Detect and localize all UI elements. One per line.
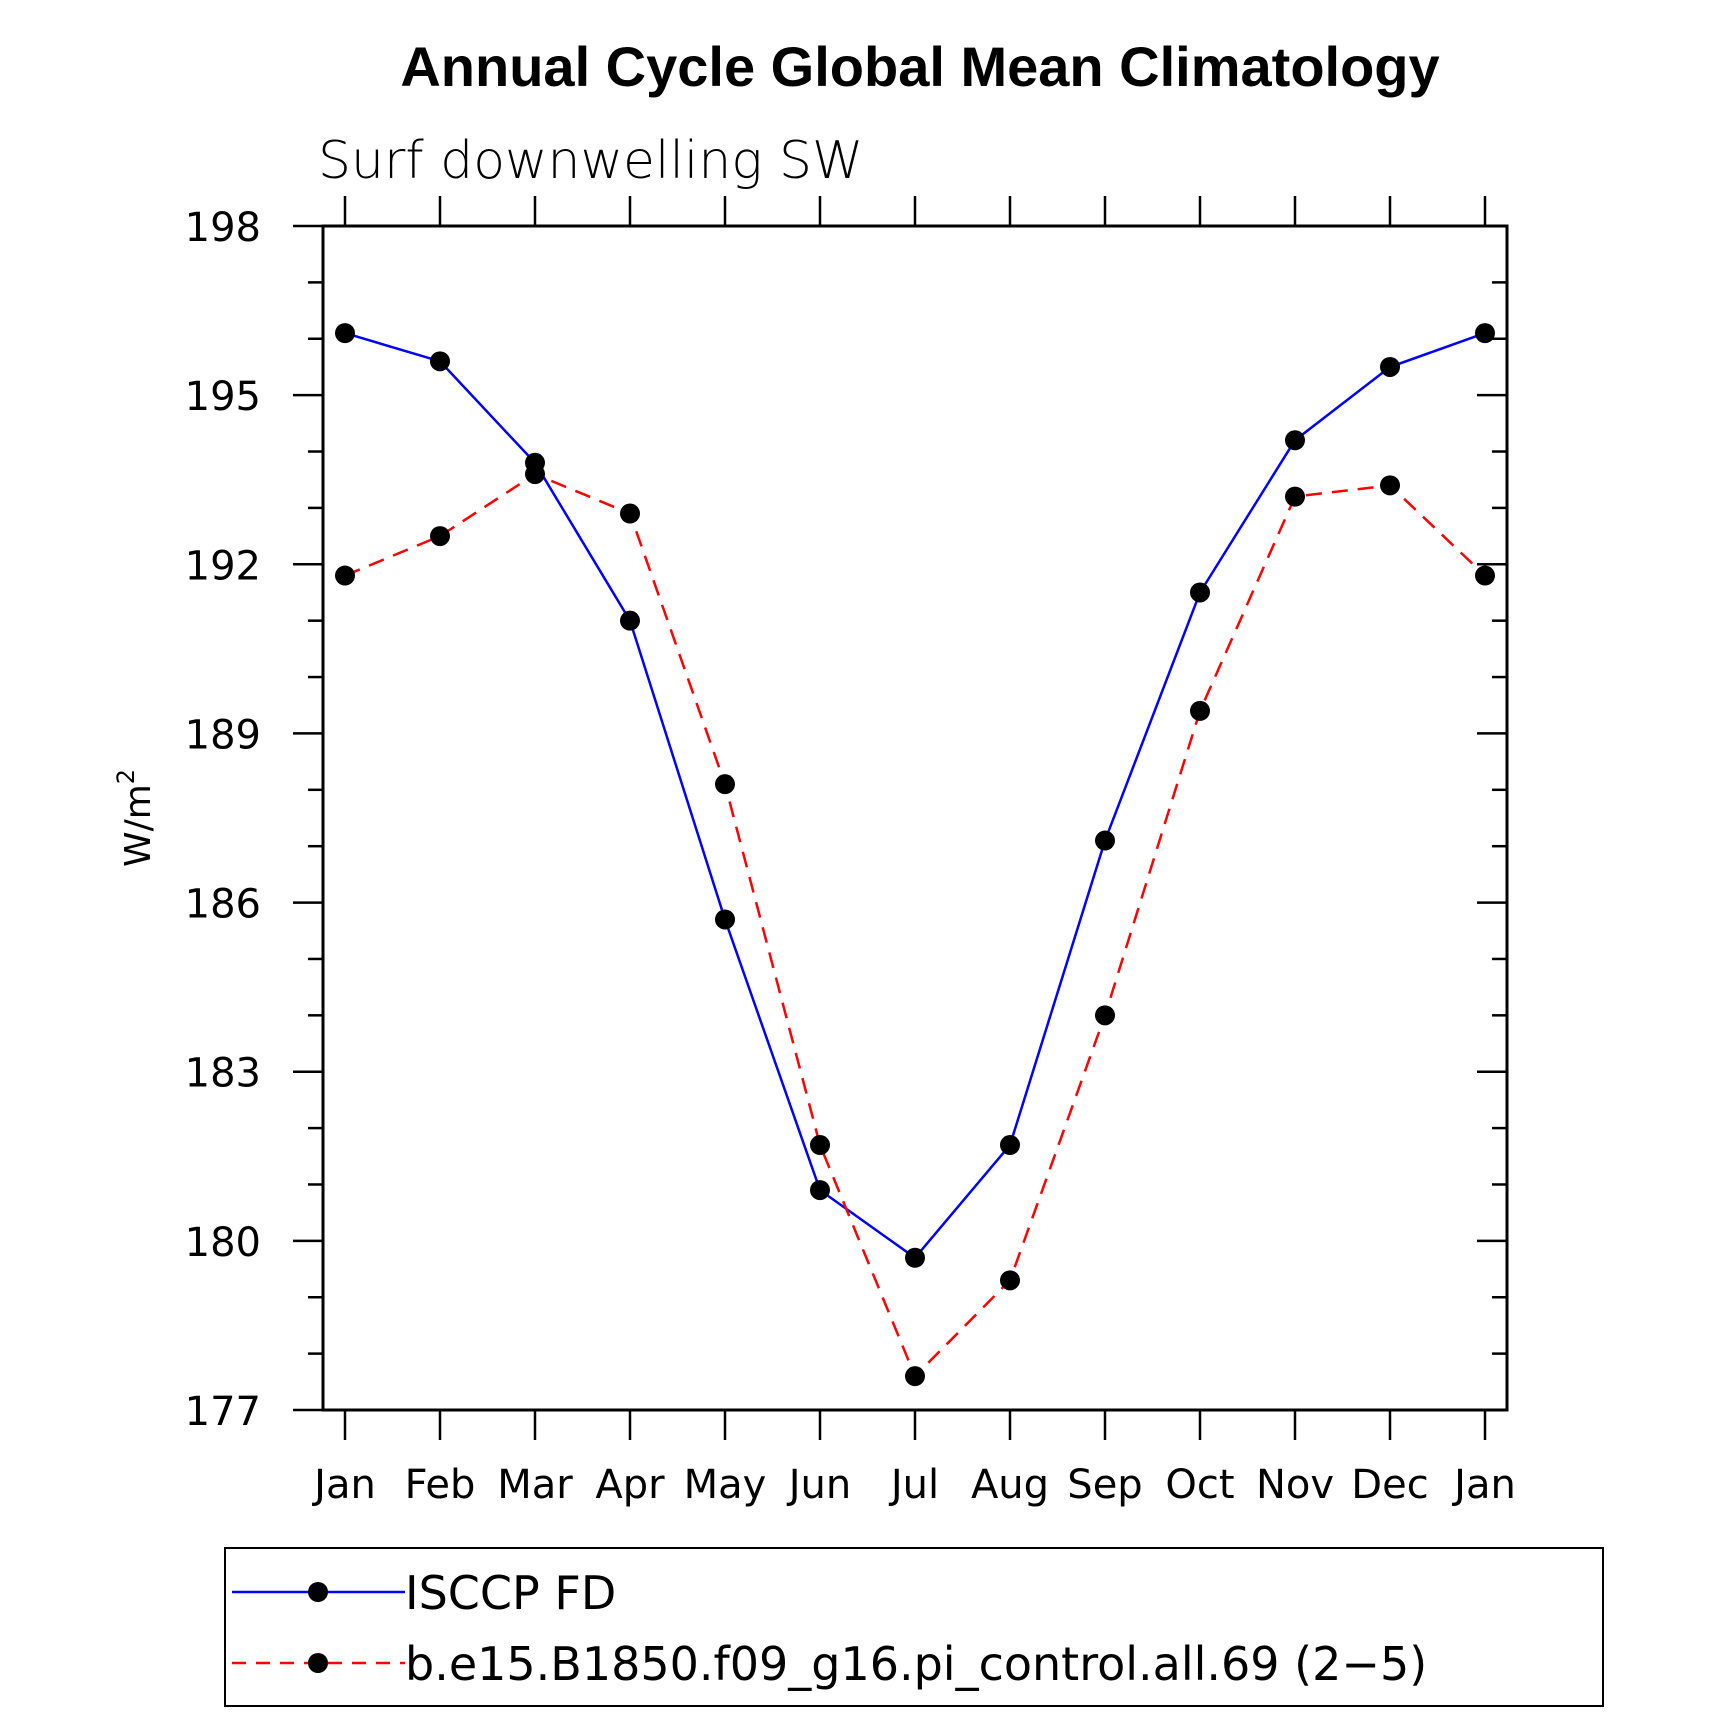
series-0-point bbox=[1285, 430, 1305, 451]
y-tick-label: 189 bbox=[185, 712, 261, 758]
x-tick-label: Dec bbox=[1351, 1462, 1428, 1508]
chart-title: Annual Cycle Global Mean Climatology bbox=[400, 35, 1439, 98]
series-0-point bbox=[1380, 356, 1400, 377]
x-tick-label: Jul bbox=[888, 1462, 939, 1508]
series-1-point bbox=[620, 503, 640, 524]
legend-label-model: b.e15.B1850.f09_g16.pi_control.all.69 (2… bbox=[405, 1637, 1427, 1691]
x-tick-label: Aug bbox=[971, 1462, 1049, 1508]
series-line-1 bbox=[344, 472, 1486, 1379]
y-axis-label: W/m2 bbox=[112, 769, 159, 867]
series-1-point bbox=[810, 1135, 830, 1156]
x-tick-label: Feb bbox=[405, 1462, 476, 1508]
x-tick-label: May bbox=[684, 1462, 767, 1508]
x-tick-label: Nov bbox=[1256, 1462, 1334, 1508]
series-0-point bbox=[810, 1180, 830, 1201]
series bbox=[335, 323, 1495, 1387]
series-1-point bbox=[1285, 486, 1305, 507]
series-1-point bbox=[1380, 475, 1400, 496]
series-0-point bbox=[905, 1247, 925, 1268]
series-1-point bbox=[525, 464, 545, 485]
x-tick-label: Jan bbox=[1451, 1462, 1516, 1508]
series-1-point bbox=[430, 526, 450, 547]
y-axis-label-text: W/m bbox=[118, 784, 159, 867]
y-tick-label: 186 bbox=[185, 882, 261, 928]
series-1-point bbox=[1000, 1270, 1020, 1291]
series-0-point bbox=[1095, 830, 1115, 851]
series-1-point bbox=[715, 774, 735, 795]
series-1-point bbox=[1475, 565, 1495, 586]
legend-frame bbox=[224, 1547, 1604, 1707]
series-0-point bbox=[430, 351, 450, 372]
series-line-0 bbox=[344, 331, 1486, 1260]
x-tick-label: Jun bbox=[786, 1462, 852, 1508]
chart-subtitle: Surf downwelling SW bbox=[318, 131, 863, 191]
y-tick-label: 177 bbox=[185, 1389, 261, 1435]
plot-area bbox=[321, 224, 1509, 1412]
legend-swatch-marker-isccp bbox=[308, 1582, 328, 1602]
x-tick-label: Oct bbox=[1165, 1462, 1234, 1508]
x-tick-label: Sep bbox=[1067, 1462, 1142, 1508]
y-axis-tick-labels: 177 180 183 186 189 192 195 198 bbox=[185, 205, 261, 1435]
axis-ticks bbox=[293, 196, 1507, 1440]
legend: ISCCP FD b.e15.B1850.f09_g16.pi_control.… bbox=[224, 1547, 1604, 1707]
series-0-point bbox=[1190, 582, 1210, 603]
x-tick-label: Apr bbox=[595, 1462, 665, 1508]
x-axis-tick-labels: Jan Feb Mar Apr May Jun Jul Aug Sep Oct Nov Dec Jan bbox=[311, 1462, 1516, 1508]
series-0-point bbox=[1475, 323, 1495, 344]
series-0-point bbox=[715, 909, 735, 930]
y-tick-label: 195 bbox=[185, 374, 261, 420]
y-tick-label: 192 bbox=[185, 543, 261, 589]
plot-frame bbox=[321, 224, 1509, 1412]
series-1-point bbox=[905, 1366, 925, 1387]
y-tick-label: 183 bbox=[185, 1051, 261, 1097]
x-tick-label: Mar bbox=[497, 1462, 573, 1508]
series-1-point bbox=[335, 565, 355, 586]
series-0-point bbox=[620, 610, 640, 631]
series-1-point bbox=[1190, 700, 1210, 721]
series-0-point bbox=[1000, 1135, 1020, 1156]
y-tick-label: 198 bbox=[185, 205, 261, 251]
x-tick-label: Jan bbox=[311, 1462, 376, 1508]
legend-swatch-marker-model bbox=[308, 1653, 328, 1673]
legend-label-isccp: ISCCP FD bbox=[405, 1566, 616, 1620]
series-1-point bbox=[1095, 1005, 1115, 1026]
series-0-point bbox=[335, 323, 355, 344]
y-axis-label-superscript: 2 bbox=[112, 769, 140, 784]
y-tick-label: 180 bbox=[185, 1220, 261, 1266]
